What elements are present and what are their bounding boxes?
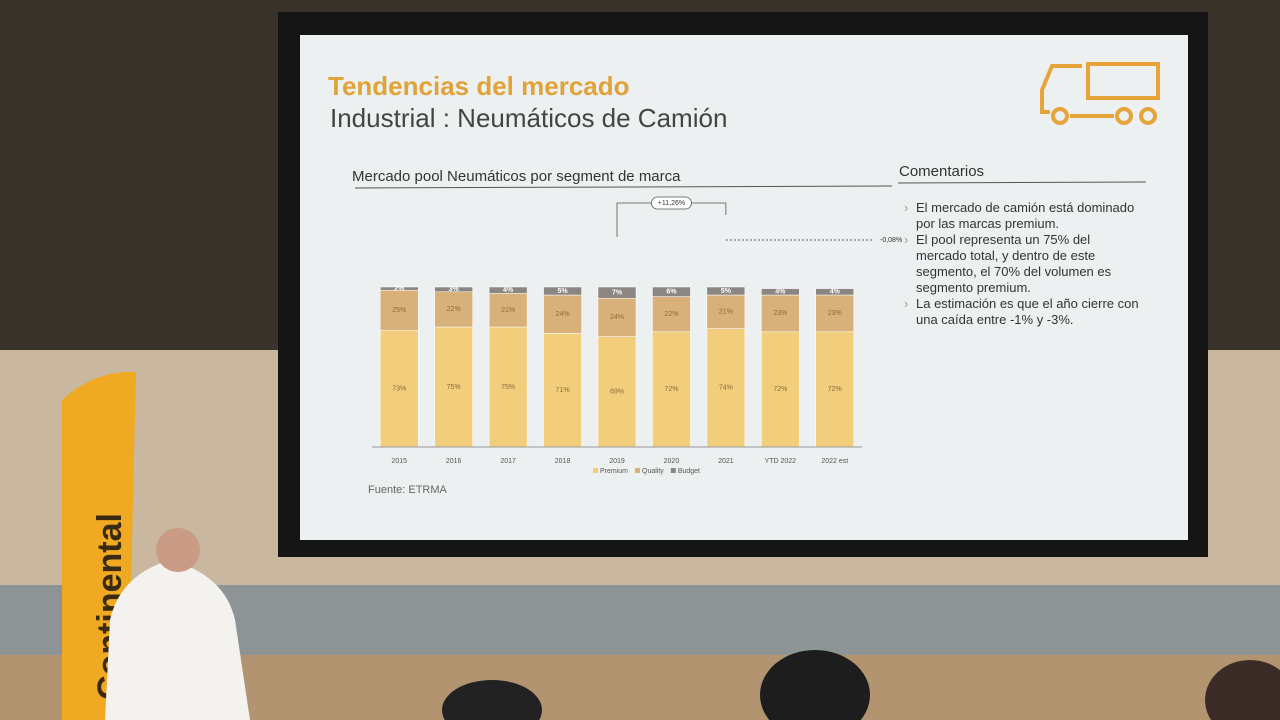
bar-segment xyxy=(652,286,691,297)
title-rule xyxy=(354,185,893,189)
value-label: 72% xyxy=(664,386,678,393)
bar-segment xyxy=(379,329,419,448)
value-label: 7% xyxy=(612,289,623,296)
value-label: 71% xyxy=(556,387,570,394)
x-tick-label: 2020 xyxy=(664,458,680,465)
comment: El pool representa un 75% del mercado to… xyxy=(904,232,1144,296)
bar-segment xyxy=(597,297,637,337)
bar-segment xyxy=(706,286,746,296)
heading-rule xyxy=(897,181,1147,184)
x-tick-label: 2016 xyxy=(446,458,462,465)
bar-segment xyxy=(379,286,419,291)
x-tick-label: 2015 xyxy=(391,458,407,465)
value-label: 69% xyxy=(610,389,624,396)
value-label: 24% xyxy=(610,314,624,321)
legend-label: Quality xyxy=(642,468,664,475)
value-label: 23% xyxy=(828,310,842,317)
x-tick-label: 2017 xyxy=(500,458,516,465)
value-label: 21% xyxy=(501,307,515,314)
value-label: 75% xyxy=(501,384,515,391)
bar-segment xyxy=(543,286,582,296)
value-label: 4% xyxy=(830,289,841,296)
comment: El mercado de camión está dominado por l… xyxy=(904,200,1144,232)
bar-segment xyxy=(434,326,473,448)
x-tick-label: 2021 xyxy=(718,458,734,465)
legend-swatch xyxy=(635,468,641,473)
x-tick-label: 2018 xyxy=(555,458,571,465)
bar-segment xyxy=(488,326,528,448)
x-tick-label: 2019 xyxy=(609,458,625,465)
value-label: 5% xyxy=(557,288,568,295)
bar-segment xyxy=(543,333,582,448)
audience-head xyxy=(760,650,870,720)
value-label: 3% xyxy=(449,286,460,293)
bar-segment xyxy=(434,291,473,328)
bar-segment xyxy=(761,288,800,296)
legend-swatch xyxy=(593,468,598,473)
value-label: 22% xyxy=(664,311,678,318)
bar-segment xyxy=(597,286,637,299)
value-label: 73% xyxy=(392,385,406,392)
value-label: 2% xyxy=(394,285,405,292)
value-label: 72% xyxy=(828,386,842,393)
value-label: 4% xyxy=(775,289,786,296)
comments-heading: Comentarios xyxy=(899,163,984,180)
annotation: +11,26% xyxy=(658,200,685,207)
legend-swatch xyxy=(670,468,676,473)
audience-head xyxy=(442,680,542,720)
source: Fuente: ETRMA xyxy=(368,484,448,496)
bar-segment xyxy=(815,288,855,296)
value-label: 21% xyxy=(719,309,733,316)
person xyxy=(105,560,250,720)
bar-segment xyxy=(815,294,855,333)
legend-label: Premium xyxy=(600,468,628,475)
annotation-box xyxy=(651,196,692,210)
truck-icon xyxy=(1040,62,1160,125)
x-tick-label: YTD 2022 xyxy=(765,458,797,465)
bar-segment xyxy=(706,328,746,448)
bar-segment xyxy=(434,286,473,293)
value-label: 5% xyxy=(721,288,732,295)
value-label: 22% xyxy=(447,306,461,313)
bar-segment xyxy=(543,294,582,334)
slide-title: Tendencias del mercado xyxy=(328,71,630,101)
value-label: 74% xyxy=(719,385,733,392)
value-label: 24% xyxy=(556,311,570,318)
chart-title: Mercado pool Neumáticos por segment de m… xyxy=(352,168,681,185)
bar-segment xyxy=(652,331,691,448)
bar-segment xyxy=(488,293,528,328)
comments: El mercado de camión está dominado por l… xyxy=(904,200,1144,328)
comment: La estimación es que el año cierre con u… xyxy=(904,296,1144,328)
value-label: 6% xyxy=(666,289,677,296)
audience-head xyxy=(1205,660,1280,720)
legend-label: Budget xyxy=(678,468,700,475)
value-label: 75% xyxy=(447,384,461,391)
bar-segment xyxy=(488,286,528,294)
annotation: -0,08% xyxy=(880,237,902,244)
bar-segment xyxy=(652,296,691,333)
x-tick-label: 2022 est xyxy=(821,458,848,465)
value-label: 72% xyxy=(773,386,787,393)
slide-subtitle: Industrial : Neumáticos de Camión xyxy=(330,103,727,133)
value-label: 4% xyxy=(503,287,514,294)
value-label: 25% xyxy=(392,307,406,314)
value-label: 23% xyxy=(773,310,787,317)
bar-segment xyxy=(597,336,637,448)
bar-segment xyxy=(761,331,800,448)
person-head xyxy=(156,528,200,572)
bar-segment xyxy=(815,331,855,448)
